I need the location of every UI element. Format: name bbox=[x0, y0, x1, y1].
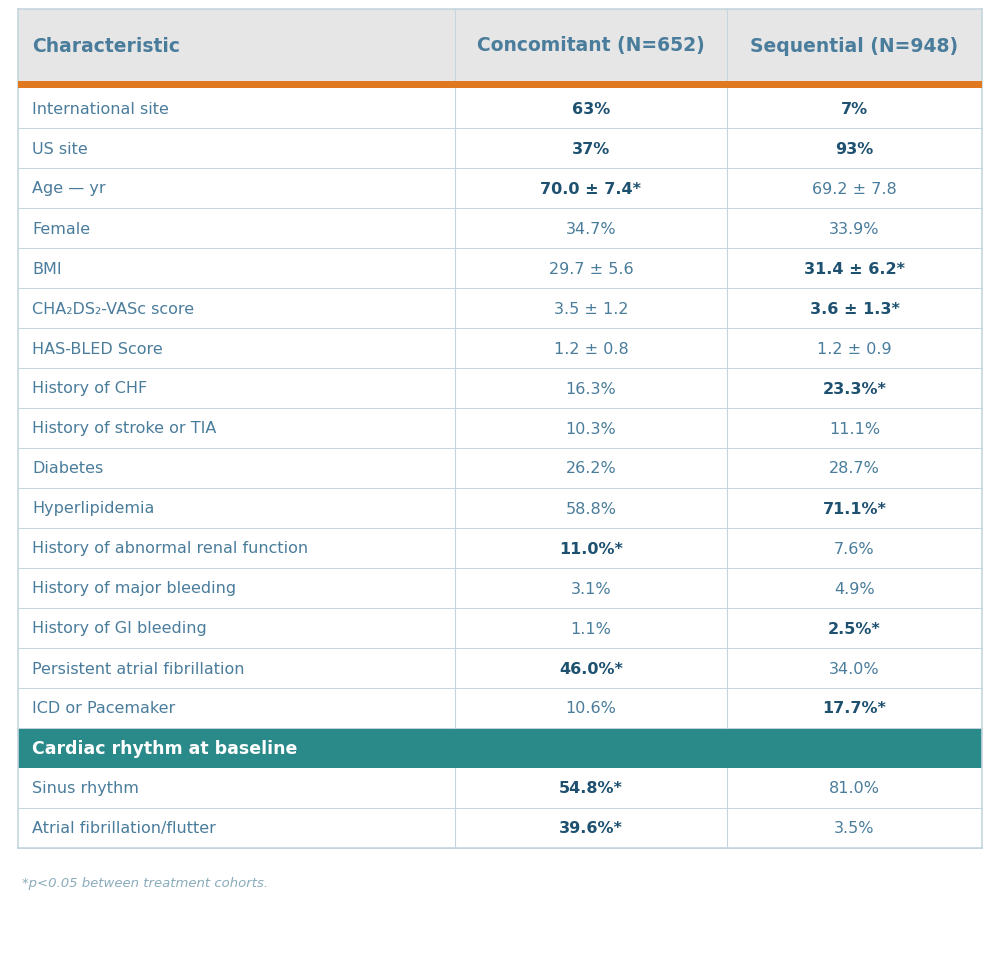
Text: 54.8%*: 54.8%* bbox=[559, 781, 623, 796]
Text: 33.9%: 33.9% bbox=[829, 221, 880, 236]
Text: Concomitant (N=652): Concomitant (N=652) bbox=[477, 36, 705, 55]
Bar bbox=[18, 449, 982, 489]
Text: History of stroke or TIA: History of stroke or TIA bbox=[32, 421, 216, 436]
Text: 29.7 ± 5.6: 29.7 ± 5.6 bbox=[549, 261, 633, 276]
Text: 2.5%*: 2.5%* bbox=[828, 620, 881, 636]
Text: Sequential (N=948): Sequential (N=948) bbox=[750, 36, 959, 55]
Text: US site: US site bbox=[32, 141, 88, 156]
Text: History of major bleeding: History of major bleeding bbox=[32, 581, 236, 596]
Text: History of CHF: History of CHF bbox=[32, 381, 147, 396]
Text: Diabetes: Diabetes bbox=[32, 461, 103, 476]
Text: Hyperlipidemia: Hyperlipidemia bbox=[32, 501, 154, 516]
Text: 1.2 ± 0.9: 1.2 ± 0.9 bbox=[817, 341, 892, 356]
Text: 70.0 ± 7.4*: 70.0 ± 7.4* bbox=[540, 181, 642, 196]
Bar bbox=[18, 808, 982, 848]
Text: 31.4 ± 6.2*: 31.4 ± 6.2* bbox=[804, 261, 905, 276]
Bar bbox=[18, 568, 982, 608]
Text: History of abnormal renal function: History of abnormal renal function bbox=[32, 541, 308, 556]
Text: 11.0%*: 11.0%* bbox=[559, 541, 623, 556]
Text: 93%: 93% bbox=[835, 141, 874, 156]
Bar bbox=[18, 688, 982, 728]
Text: 17.7%*: 17.7%* bbox=[823, 700, 886, 716]
Bar bbox=[18, 608, 982, 648]
Text: 10.6%: 10.6% bbox=[566, 700, 616, 716]
Text: 16.3%: 16.3% bbox=[566, 381, 616, 396]
Text: 10.3%: 10.3% bbox=[566, 421, 616, 436]
Text: 26.2%: 26.2% bbox=[566, 461, 616, 476]
Bar bbox=[18, 768, 982, 808]
Bar bbox=[18, 329, 982, 369]
Bar bbox=[18, 529, 982, 568]
Text: History of GI bleeding: History of GI bleeding bbox=[32, 620, 207, 636]
Text: 58.8%: 58.8% bbox=[566, 501, 616, 516]
Bar bbox=[18, 10, 982, 82]
Text: 3.6 ± 1.3*: 3.6 ± 1.3* bbox=[810, 301, 899, 316]
Bar bbox=[18, 89, 982, 129]
Text: 1.2 ± 0.8: 1.2 ± 0.8 bbox=[554, 341, 628, 356]
Text: 3.5%: 3.5% bbox=[834, 821, 875, 836]
Bar bbox=[18, 82, 982, 89]
Text: CHA₂DS₂-VASc score: CHA₂DS₂-VASc score bbox=[32, 301, 194, 316]
Text: 7%: 7% bbox=[841, 101, 868, 116]
Text: Characteristic: Characteristic bbox=[32, 36, 180, 55]
Text: Female: Female bbox=[32, 221, 90, 236]
Text: 34.0%: 34.0% bbox=[829, 660, 880, 676]
Bar bbox=[18, 489, 982, 529]
Text: International site: International site bbox=[32, 101, 169, 116]
Text: 34.7%: 34.7% bbox=[566, 221, 616, 236]
Text: 81.0%: 81.0% bbox=[829, 781, 880, 796]
Bar bbox=[18, 209, 982, 249]
Text: 7.6%: 7.6% bbox=[834, 541, 875, 556]
Text: Atrial fibrillation/flutter: Atrial fibrillation/flutter bbox=[32, 821, 216, 836]
Text: Cardiac rhythm at baseline: Cardiac rhythm at baseline bbox=[32, 740, 297, 758]
Bar bbox=[18, 369, 982, 409]
Bar bbox=[18, 129, 982, 169]
Text: 3.5 ± 1.2: 3.5 ± 1.2 bbox=[554, 301, 628, 316]
Text: 11.1%: 11.1% bbox=[829, 421, 880, 436]
Text: 28.7%: 28.7% bbox=[829, 461, 880, 476]
Text: 1.1%: 1.1% bbox=[571, 620, 611, 636]
Text: 69.2 ± 7.8: 69.2 ± 7.8 bbox=[812, 181, 897, 196]
Text: ICD or Pacemaker: ICD or Pacemaker bbox=[32, 700, 175, 716]
Bar bbox=[18, 409, 982, 449]
Text: Age — yr: Age — yr bbox=[32, 181, 106, 196]
Text: 71.1%*: 71.1%* bbox=[823, 501, 886, 516]
Bar bbox=[18, 249, 982, 289]
Text: BMI: BMI bbox=[32, 261, 62, 276]
Text: 4.9%: 4.9% bbox=[834, 581, 875, 596]
Text: Sinus rhythm: Sinus rhythm bbox=[32, 781, 139, 796]
Text: 37%: 37% bbox=[572, 141, 610, 156]
Text: 23.3%*: 23.3%* bbox=[823, 381, 886, 396]
Text: 3.1%: 3.1% bbox=[571, 581, 611, 596]
Bar bbox=[18, 289, 982, 329]
Text: Persistent atrial fibrillation: Persistent atrial fibrillation bbox=[32, 660, 244, 676]
Bar bbox=[18, 648, 982, 688]
Text: 63%: 63% bbox=[572, 101, 610, 116]
Bar bbox=[18, 728, 982, 768]
Text: *p<0.05 between treatment cohorts.: *p<0.05 between treatment cohorts. bbox=[22, 876, 268, 889]
Text: HAS-BLED Score: HAS-BLED Score bbox=[32, 341, 163, 356]
Text: 39.6%*: 39.6%* bbox=[559, 821, 623, 836]
Text: 46.0%*: 46.0%* bbox=[559, 660, 623, 676]
Bar bbox=[18, 169, 982, 209]
